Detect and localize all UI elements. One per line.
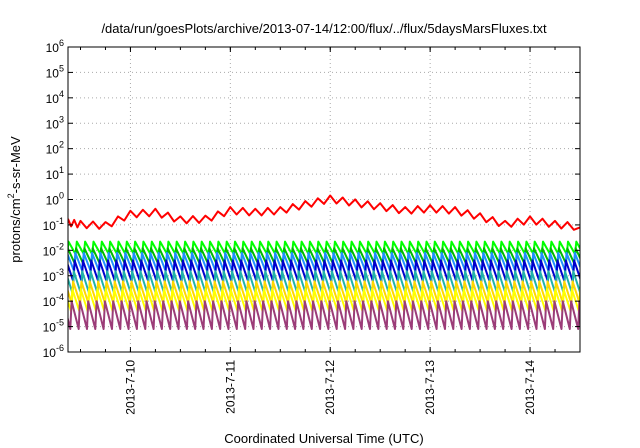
y-tick-label: 106 xyxy=(46,38,64,55)
y-tick-label: 100 xyxy=(46,191,64,208)
x-tick-label: 2013-7-14 xyxy=(523,360,537,415)
series-line xyxy=(68,288,580,313)
y-tick-label: 103 xyxy=(46,114,64,131)
x-tick-label: 2013-7-11 xyxy=(223,360,237,414)
y-tick-label: 102 xyxy=(46,140,64,157)
chart-title: /data/run/goesPlots/archive/2013-07-14/1… xyxy=(101,21,547,36)
x-axis-label: Coordinated Universal Time (UTC) xyxy=(224,431,423,446)
x-tick-label: 2013-7-13 xyxy=(423,360,437,415)
y-axis-label: protons/cm2-s-sr-MeV xyxy=(6,136,23,263)
series-line xyxy=(68,300,580,330)
x-tick-label: 2013-7-10 xyxy=(123,360,137,415)
y-tick-label: 10-6 xyxy=(43,343,64,360)
y-tick-label: 10-2 xyxy=(43,241,64,258)
y-tick-label: 10-1 xyxy=(43,216,64,233)
y-tick-label: 10-3 xyxy=(43,267,64,284)
y-tick-label: 105 xyxy=(46,63,64,80)
y-tick-label: 10-4 xyxy=(43,292,64,309)
y-tick-label: 101 xyxy=(46,165,64,182)
series-line xyxy=(68,194,580,231)
y-tick-label: 104 xyxy=(46,89,64,106)
y-tick-label: 10-5 xyxy=(43,318,64,335)
series-line xyxy=(68,280,580,305)
x-tick-label: 2013-7-12 xyxy=(323,360,337,415)
